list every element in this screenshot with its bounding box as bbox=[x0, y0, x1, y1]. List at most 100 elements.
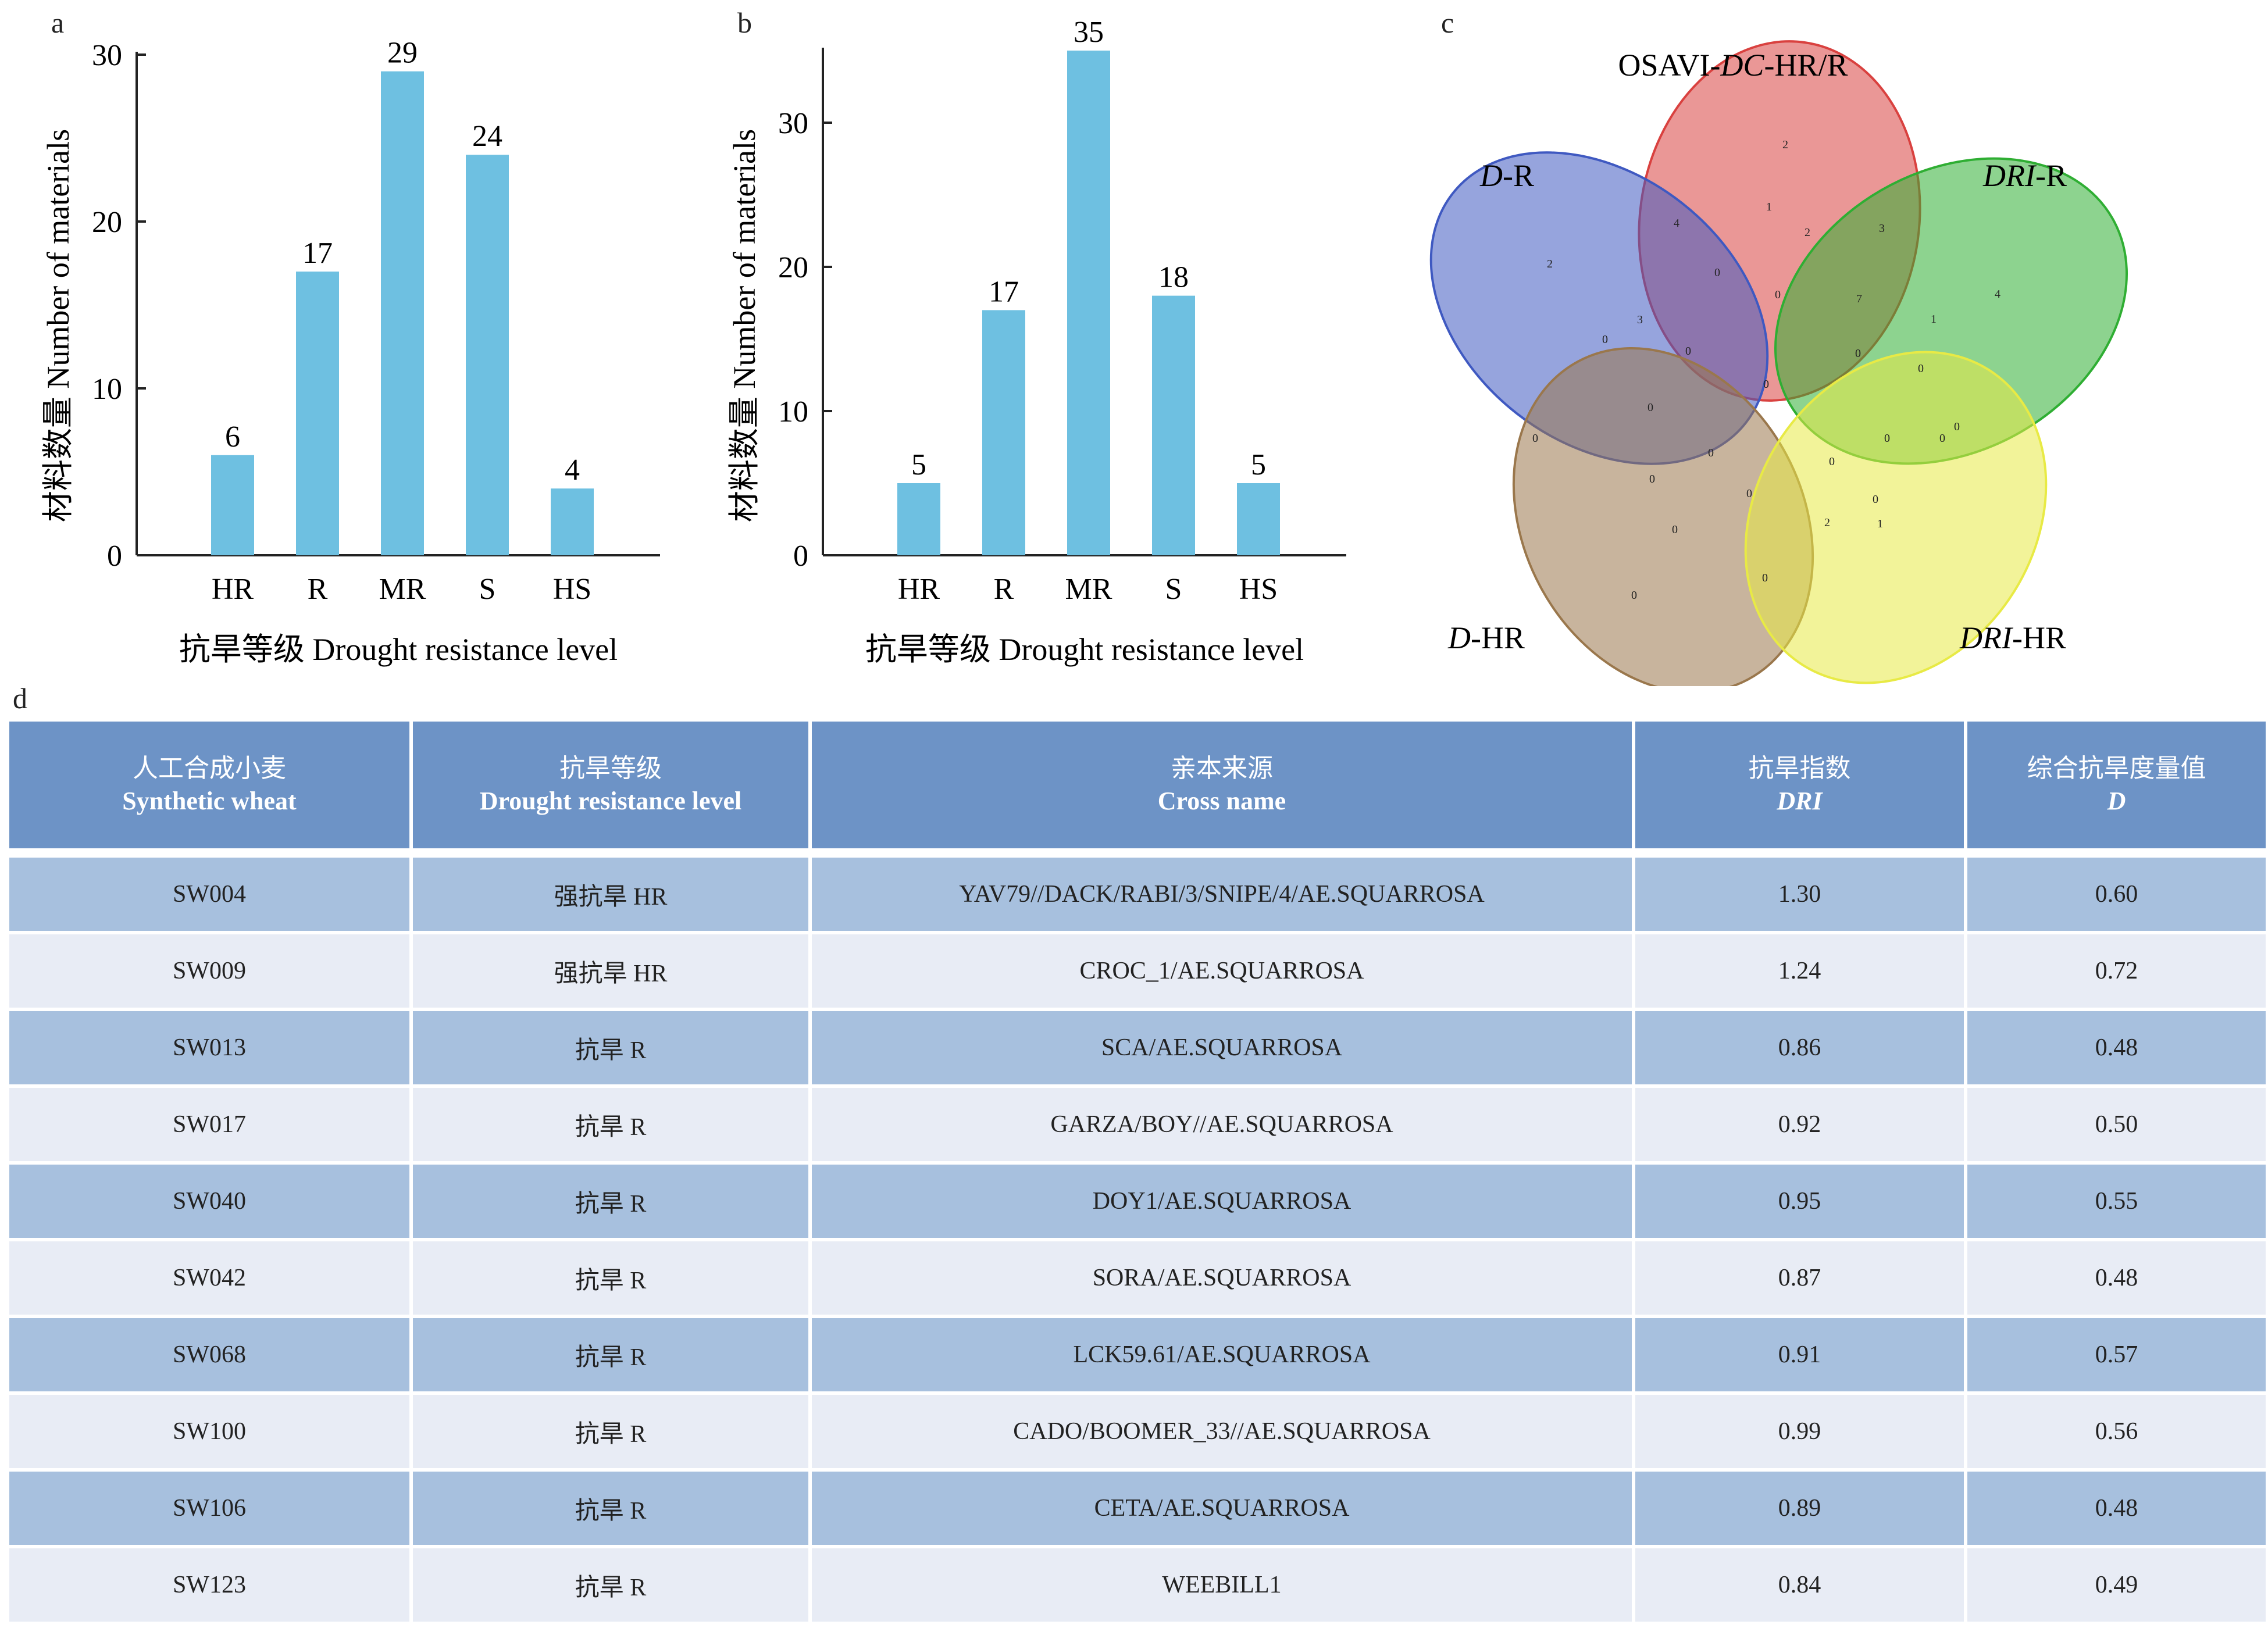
venn-count: 0 bbox=[1939, 432, 1945, 445]
venn-count: 0 bbox=[1746, 487, 1752, 500]
y-tick-label: 30 bbox=[778, 107, 808, 140]
table-row: SW009 强抗旱 HR CROC_1/AE.SQUARROSA 1.24 0.72 bbox=[9, 934, 2266, 1008]
venn-count: 0 bbox=[1672, 523, 1678, 536]
venn-count: 0 bbox=[1532, 432, 1538, 445]
y-axis-label: 材料数量 Number of materials bbox=[41, 129, 76, 522]
cell-drought-level: 抗旱 R bbox=[413, 1088, 808, 1161]
cell-cross-name: GARZA/BOY//AE.SQUARROSA bbox=[812, 1088, 1632, 1161]
venn-count: 1 bbox=[1877, 517, 1883, 530]
venn-set-dri-hr bbox=[1744, 351, 2048, 684]
venn-count: 0 bbox=[1708, 447, 1714, 459]
bar bbox=[1152, 295, 1195, 555]
venn-count: 2 bbox=[1547, 258, 1553, 270]
panel-c-letter: c bbox=[1441, 6, 1454, 39]
cell-synthetic-wheat: SW106 bbox=[9, 1472, 409, 1545]
cell-d: 0.48 bbox=[1967, 1241, 2266, 1315]
bar bbox=[466, 155, 509, 555]
header-synthetic-wheat: 人工合成小麦 Synthetic wheat bbox=[9, 722, 409, 848]
venn-count: 0 bbox=[1714, 266, 1720, 279]
venn-count: 2 bbox=[1782, 138, 1788, 151]
header-drought-level: 抗旱等级 Drought resistance level bbox=[413, 722, 808, 848]
y-tick-label: 30 bbox=[92, 39, 122, 72]
cell-synthetic-wheat: SW068 bbox=[9, 1318, 409, 1391]
cell-d: 0.48 bbox=[1967, 1472, 2266, 1545]
x-axis-label: 抗旱等级 Drought resistance level bbox=[179, 632, 618, 667]
table-row: SW013 抗旱 R SCA/AE.SQUARROSA 0.86 0.48 bbox=[9, 1011, 2266, 1084]
cell-d: 0.72 bbox=[1967, 934, 2266, 1008]
bar-value-label: 29 bbox=[387, 37, 418, 70]
cell-cross-name: CADO/BOOMER_33//AE.SQUARROSA bbox=[812, 1395, 1632, 1468]
cell-synthetic-wheat: SW013 bbox=[9, 1011, 409, 1084]
bar bbox=[1237, 483, 1280, 555]
venn-count: 0 bbox=[1602, 333, 1608, 346]
table-row: SW106 抗旱 R CETA/AE.SQUARROSA 0.89 0.48 bbox=[9, 1472, 2266, 1545]
cell-dri: 0.86 bbox=[1635, 1011, 1964, 1084]
venn-count: 0 bbox=[1647, 401, 1653, 414]
venn-count: 7 bbox=[1856, 292, 1862, 305]
cell-cross-name: LCK59.61/AE.SQUARROSA bbox=[812, 1318, 1632, 1391]
cell-dri: 0.99 bbox=[1635, 1395, 1964, 1468]
panel-a-letter: a bbox=[51, 6, 65, 39]
venn-count: 0 bbox=[1685, 345, 1691, 358]
venn-diagram: OSAVI-DC-HR/R D-R DRI-R D-HR DRI-HR 2 4 … bbox=[1429, 40, 2128, 686]
cell-dri: 0.91 bbox=[1635, 1318, 1964, 1391]
cell-synthetic-wheat: SW017 bbox=[9, 1088, 409, 1161]
venn-count: 0 bbox=[1954, 420, 1960, 433]
bar-value-label: 18 bbox=[1158, 261, 1189, 294]
bar-value-label: 5 bbox=[1251, 448, 1266, 481]
x-tick-label: HS bbox=[1239, 573, 1278, 606]
x-tick-label: MR bbox=[379, 573, 426, 606]
header-dri: 抗旱指数 DRI bbox=[1635, 722, 1964, 848]
cell-dri: 0.92 bbox=[1635, 1088, 1964, 1161]
x-tick-label: S bbox=[479, 573, 496, 606]
x-tick-label: HR bbox=[898, 573, 940, 606]
venn-label-dc: OSAVI-DC-HR/R bbox=[1618, 48, 1848, 83]
venn-count: 3 bbox=[1637, 313, 1643, 326]
cell-cross-name: YAV79//DACK/RABI/3/SNIPE/4/AE.SQUARROSA bbox=[812, 858, 1632, 931]
cell-dri: 0.89 bbox=[1635, 1472, 1964, 1545]
cell-dri: 0.95 bbox=[1635, 1165, 1964, 1238]
cell-drought-level: 抗旱 R bbox=[413, 1011, 808, 1084]
cell-drought-level: 强抗旱 HR bbox=[413, 934, 808, 1008]
cell-cross-name: WEEBILL1 bbox=[812, 1548, 1632, 1622]
bar-chart-a: 0 10 20 30 6 HR 17 R 29 MR 24 S 4 HS 抗旱等级 Drought resi… bbox=[41, 37, 660, 667]
cell-synthetic-wheat: SW004 bbox=[9, 858, 409, 931]
panel-b-letter: b bbox=[737, 6, 752, 39]
cell-drought-level: 抗旱 R bbox=[413, 1241, 808, 1315]
venn-region-counts: 2 4 1 2 3 2 0 0 7 1 4 3 0 0 0 0 0 0 0 0 … bbox=[1532, 138, 2000, 602]
bar-chart-b: 0 10 20 30 5 HR 17 R 35 MR 18 S 5 HS 抗旱等级 Drought resi… bbox=[727, 16, 1346, 667]
cell-drought-level: 强抗旱 HR bbox=[413, 858, 808, 931]
venn-count: 4 bbox=[1995, 288, 2000, 301]
cell-d: 0.50 bbox=[1967, 1088, 2266, 1161]
bar-value-label: 24 bbox=[472, 120, 502, 153]
table-row: SW068 抗旱 R LCK59.61/AE.SQUARROSA 0.91 0.57 bbox=[9, 1318, 2266, 1391]
cell-cross-name: CETA/AE.SQUARROSA bbox=[812, 1472, 1632, 1545]
cell-drought-level: 抗旱 R bbox=[413, 1165, 808, 1238]
drought-resistance-table: 人工合成小麦 Synthetic wheat 抗旱等级 Drought resist… bbox=[6, 718, 2268, 1625]
venn-count: 0 bbox=[1775, 288, 1781, 301]
venn-count: 0 bbox=[1631, 589, 1637, 602]
venn-label-dri-hr: DRI-HR bbox=[1959, 620, 2066, 655]
cell-synthetic-wheat: SW123 bbox=[9, 1548, 409, 1622]
header-d: 综合抗旱度量值 D bbox=[1967, 722, 2266, 848]
cell-drought-level: 抗旱 R bbox=[413, 1395, 808, 1468]
cell-synthetic-wheat: SW100 bbox=[9, 1395, 409, 1468]
venn-count: 0 bbox=[1829, 455, 1835, 468]
table-row: SW123 抗旱 R WEEBILL1 0.84 0.49 bbox=[9, 1548, 2266, 1622]
venn-count: 2 bbox=[1805, 226, 1810, 239]
table-row: SW017 抗旱 R GARZA/BOY//AE.SQUARROSA 0.92 0.50 bbox=[9, 1088, 2266, 1161]
cell-dri: 0.84 bbox=[1635, 1548, 1964, 1622]
y-tick-label: 20 bbox=[92, 206, 122, 239]
x-tick-label: HS bbox=[553, 573, 591, 606]
venn-label-d-r: D-R bbox=[1479, 158, 1534, 193]
table-header-row: 人工合成小麦 Synthetic wheat 抗旱等级 Drought resist… bbox=[9, 722, 2266, 848]
x-tick-label: R bbox=[308, 573, 328, 606]
cell-d: 0.56 bbox=[1967, 1395, 2266, 1468]
bar bbox=[211, 455, 254, 555]
table-row: SW040 抗旱 R DOY1/AE.SQUARROSA 0.95 0.55 bbox=[9, 1165, 2266, 1238]
venn-count: 0 bbox=[1884, 432, 1890, 445]
bar-value-label: 17 bbox=[302, 237, 333, 270]
cell-dri: 0.87 bbox=[1635, 1241, 1964, 1315]
table-row: SW100 抗旱 R CADO/BOOMER_33//AE.SQUARROSA 0.9… bbox=[9, 1395, 2266, 1468]
cell-d: 0.60 bbox=[1967, 858, 2266, 931]
